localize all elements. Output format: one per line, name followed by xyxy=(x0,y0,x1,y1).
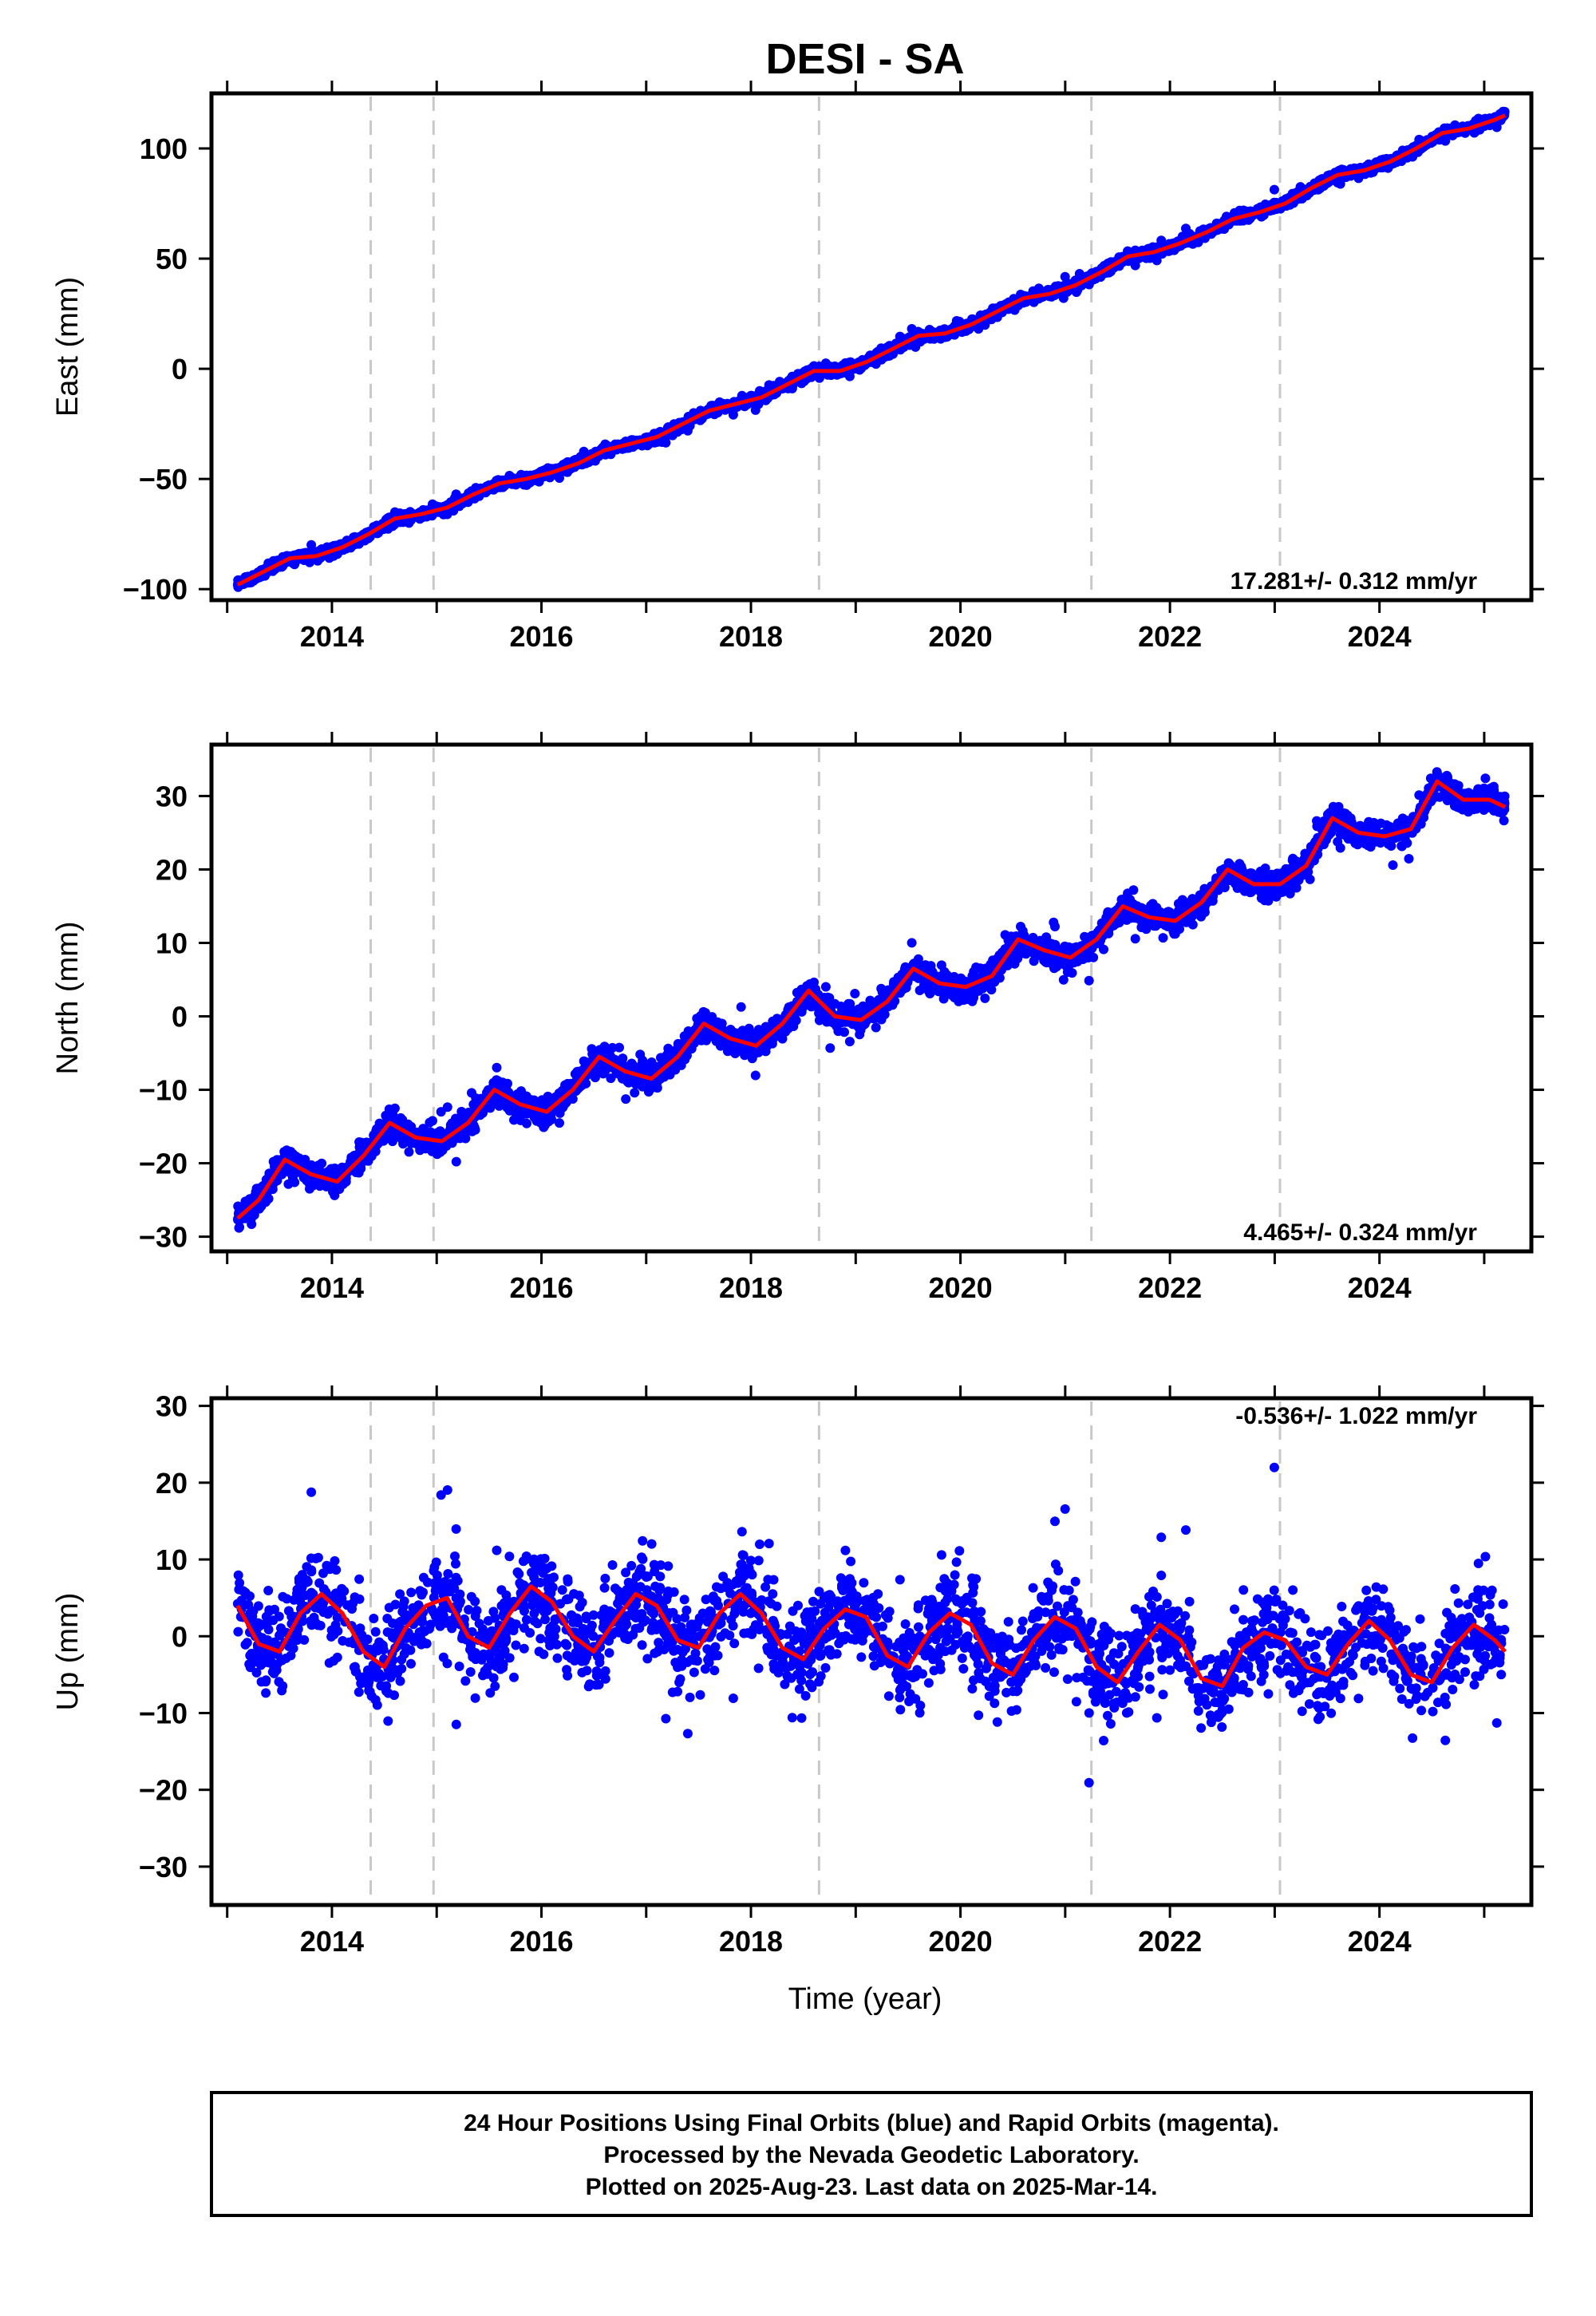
data-point xyxy=(1084,975,1094,986)
data-point xyxy=(306,539,317,550)
y-axis-label: East (mm) xyxy=(51,277,85,417)
x-tick-label: 2024 xyxy=(1348,620,1412,653)
x-tick-label: 2018 xyxy=(719,620,783,653)
y-tick-label: 0 xyxy=(172,353,188,385)
data-point xyxy=(1145,253,1155,263)
data-point xyxy=(1243,215,1254,225)
data-point xyxy=(1158,933,1168,943)
x-tick-label: 2014 xyxy=(300,620,364,653)
data-point xyxy=(451,1156,461,1167)
chart-title: DESI - SA xyxy=(765,35,964,83)
x-tick-label: 2020 xyxy=(929,620,993,653)
y-tick-label: 100 xyxy=(140,132,188,165)
data-point xyxy=(1049,917,1059,927)
data-point xyxy=(1060,271,1070,282)
plot-area xyxy=(232,106,1510,592)
x-tick-label: 2016 xyxy=(509,620,573,653)
data-point xyxy=(1388,860,1398,870)
data-point xyxy=(1269,184,1279,195)
x-tick-label: 2022 xyxy=(1138,620,1202,653)
y-tick-label: −100 xyxy=(123,573,188,606)
data-point xyxy=(621,1094,631,1105)
plot-area xyxy=(233,767,1510,1233)
data-point xyxy=(635,1049,646,1060)
east-panel: 2014 2016 2018 2020 2022 2024 −100 −50 0 50 100 Eas… xyxy=(51,81,1544,653)
data-point xyxy=(598,1069,608,1079)
panel-frame xyxy=(209,91,1534,603)
data-point xyxy=(438,509,448,520)
data-point xyxy=(764,380,774,390)
rate-label: 17.281+/- 0.312 mm/yr xyxy=(1231,568,1478,595)
data-point xyxy=(492,1062,502,1073)
north-panel: 2014 2016 2018 2020 2022 2024−30−20−100102030… xyxy=(51,732,1544,1304)
data-point xyxy=(383,524,393,534)
y-tick-label: −50 xyxy=(139,463,188,496)
data-point xyxy=(534,476,544,487)
fit-curve xyxy=(236,113,1507,587)
y-tick-label: 50 xyxy=(156,243,188,275)
data-point xyxy=(1480,773,1491,784)
data-point xyxy=(895,331,905,342)
data-point xyxy=(263,558,274,568)
data-point xyxy=(436,1107,446,1117)
